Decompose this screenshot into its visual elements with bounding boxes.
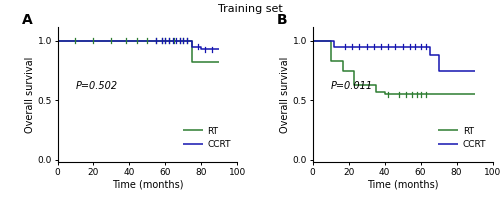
RT (382, 91, 388, 93)
Line: CCRT: CCRT (58, 41, 220, 49)
CCRT (472, 69, 478, 72)
Text: B: B (277, 13, 287, 27)
CCRT (426, 54, 432, 56)
Legend: RT, CCRT: RT, CCRT (436, 125, 488, 151)
RT (328, 60, 334, 62)
Y-axis label: Overall survival: Overall survival (25, 56, 35, 133)
CCRT (426, 45, 432, 48)
Line: RT: RT (58, 41, 220, 62)
CCRT (436, 54, 442, 56)
RT (426, 93, 432, 95)
CCRT (332, 45, 338, 48)
RT (340, 60, 346, 62)
Text: P=0.011: P=0.011 (330, 81, 373, 91)
CCRT (310, 40, 316, 42)
Legend: RT, CCRT: RT, CCRT (182, 125, 232, 151)
RT (54, 40, 60, 42)
RT (340, 69, 346, 72)
CCRT (198, 45, 204, 48)
RT (328, 40, 334, 42)
Text: Training set: Training set (218, 4, 282, 14)
RT (351, 69, 357, 72)
CCRT (444, 69, 450, 72)
RT (372, 91, 378, 93)
CCRT (190, 40, 196, 42)
CCRT (332, 40, 338, 42)
RT (351, 84, 357, 86)
RT (472, 93, 478, 95)
RT (372, 84, 378, 86)
CCRT (190, 45, 196, 48)
RT (310, 40, 316, 42)
CCRT (198, 48, 204, 50)
X-axis label: Time (months): Time (months) (367, 180, 438, 190)
RT (382, 93, 388, 95)
CCRT (436, 69, 442, 72)
Line: RT: RT (312, 41, 474, 94)
CCRT (444, 69, 450, 72)
Text: A: A (22, 13, 32, 27)
X-axis label: Time (months): Time (months) (112, 180, 183, 190)
RT (426, 93, 432, 95)
RT (190, 61, 196, 63)
Text: P=0.502: P=0.502 (76, 81, 118, 91)
Line: CCRT: CCRT (312, 41, 474, 71)
Y-axis label: Overall survival: Overall survival (280, 56, 290, 133)
RT (190, 40, 196, 42)
RT (216, 61, 222, 63)
CCRT (54, 40, 60, 42)
CCRT (216, 48, 222, 50)
